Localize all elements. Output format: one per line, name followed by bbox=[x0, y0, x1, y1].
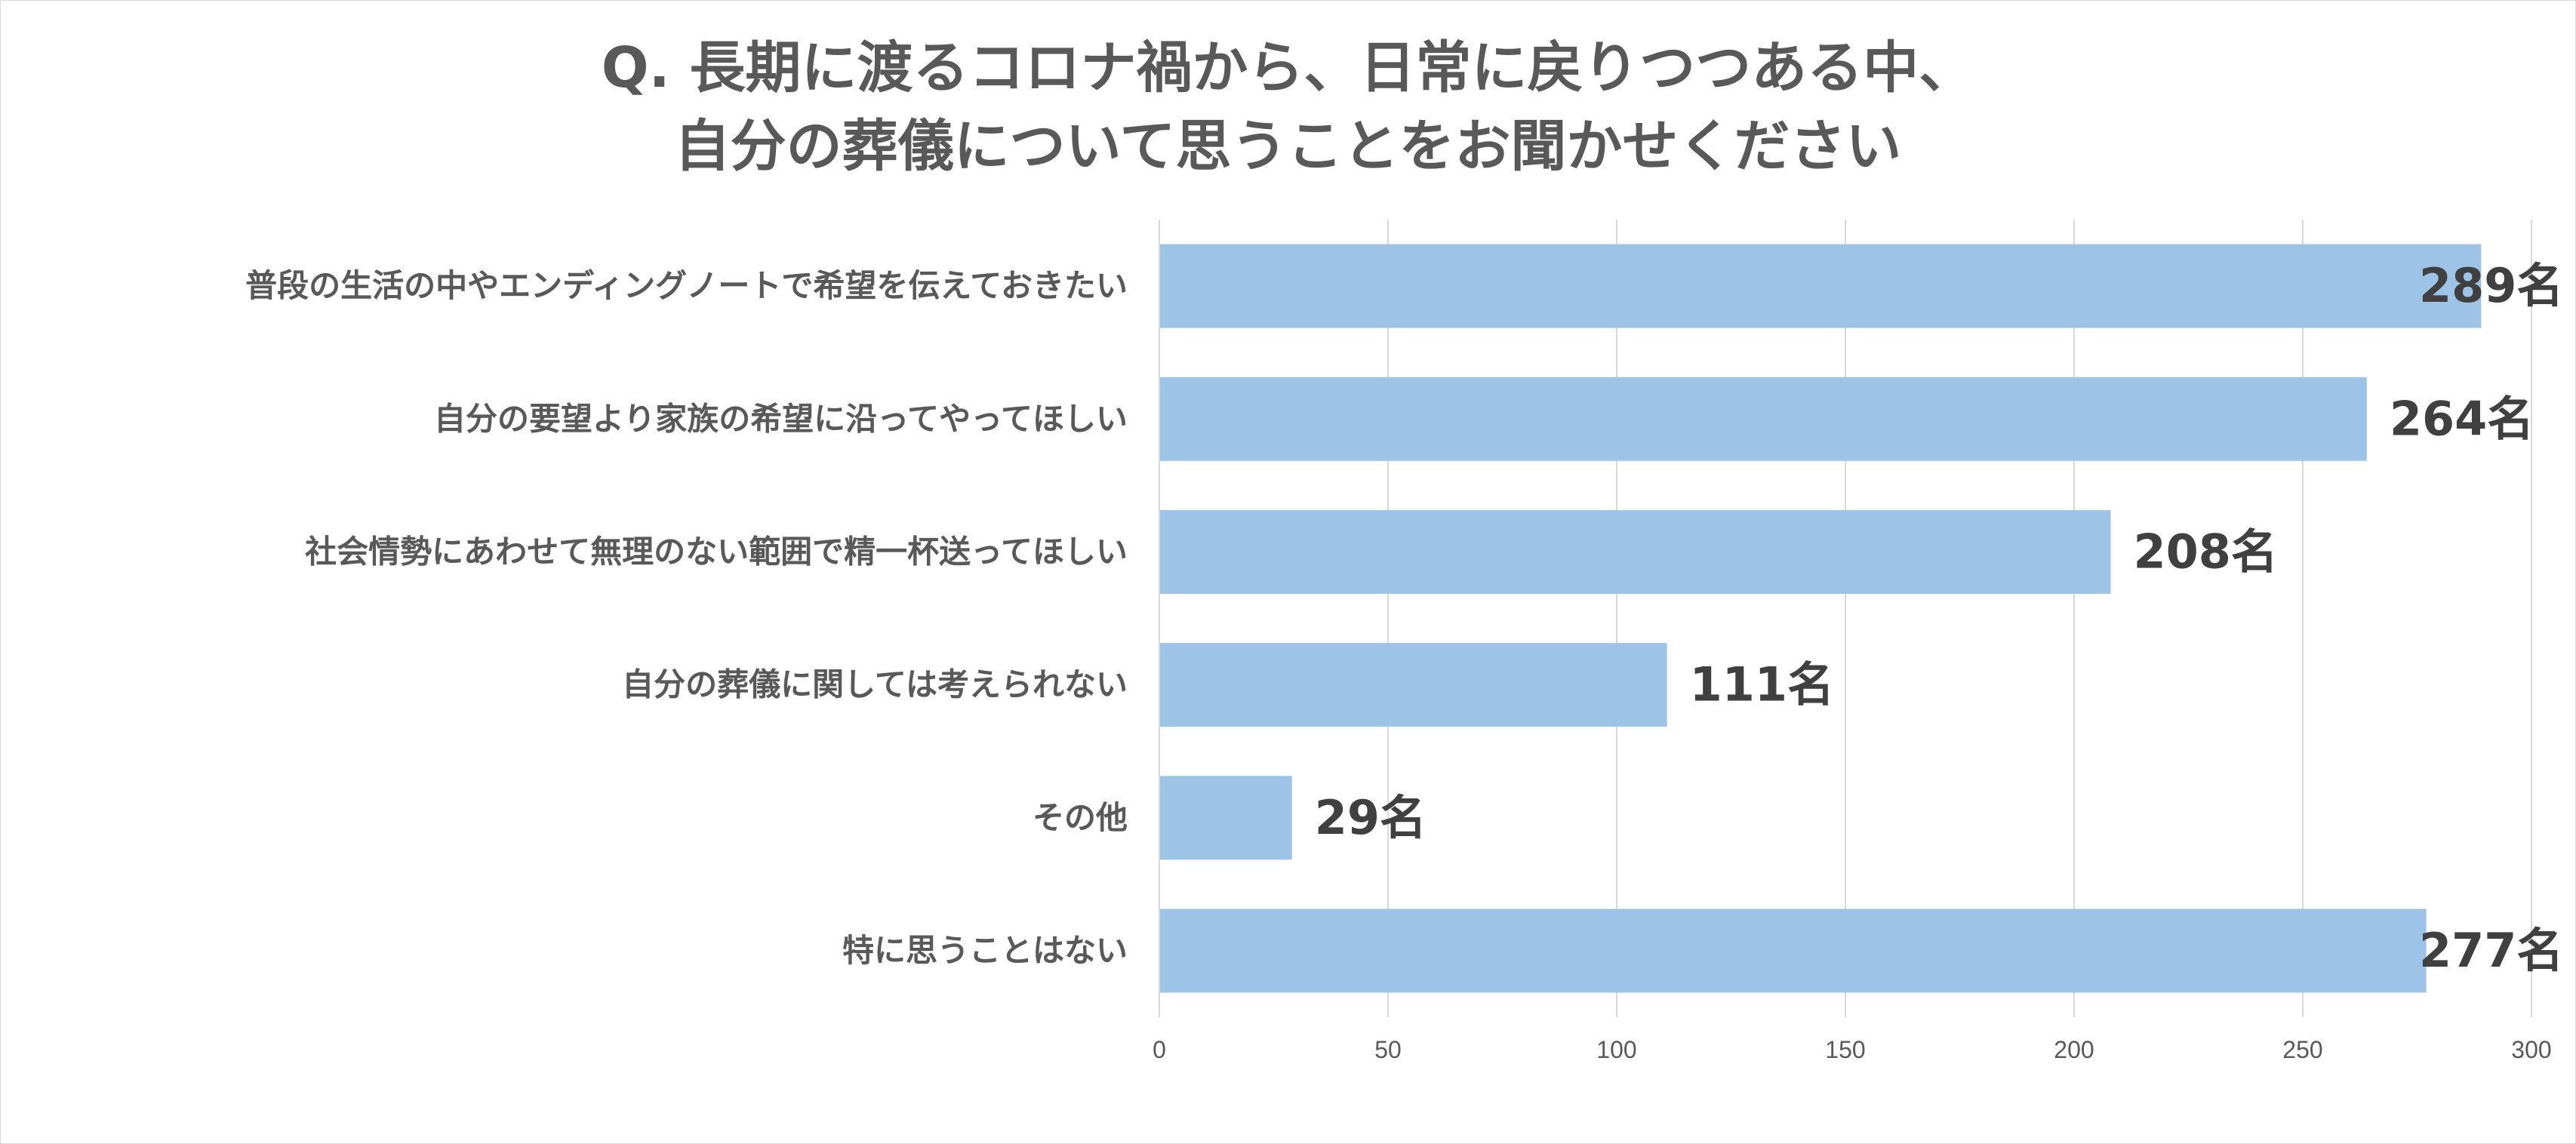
category-label: 特に思うことはない bbox=[842, 932, 1128, 969]
data-label: 289名 bbox=[2419, 258, 2563, 313]
bar bbox=[1159, 776, 1292, 860]
chart-title-line-1: Q. 長期に渡るコロナ禍から、日常に戻りつつある中、 bbox=[601, 35, 1975, 100]
data-label: 29名 bbox=[1315, 790, 1426, 845]
x-tick-label: 200 bbox=[2054, 1036, 2094, 1063]
x-tick-label: 100 bbox=[1596, 1036, 1636, 1063]
category-label: その他 bbox=[1033, 799, 1128, 836]
x-tick-label: 150 bbox=[1825, 1036, 1865, 1063]
x-tick-label: 0 bbox=[1153, 1036, 1166, 1063]
bar bbox=[1159, 643, 1667, 727]
x-tick-label: 50 bbox=[1374, 1036, 1402, 1063]
bar bbox=[1159, 244, 2482, 328]
x-tick-label: 250 bbox=[2282, 1036, 2322, 1063]
bar bbox=[1159, 377, 2367, 461]
data-label: 277名 bbox=[2419, 923, 2563, 978]
category-label: 自分の要望より家族の希望に沿ってやってほしい bbox=[434, 400, 1128, 437]
category-label: 自分の葬儀に関しては考えられない bbox=[622, 666, 1128, 703]
data-label: 111名 bbox=[1690, 657, 1834, 712]
chart-title: Q. 長期に渡るコロナ禍から、日常に戻りつつある中、 自分の葬儀について思うこと… bbox=[0, 29, 2576, 186]
category-label: 普段の生活の中やエンディングノートで希望を伝えておきたい bbox=[245, 267, 1128, 304]
bar bbox=[1159, 509, 2111, 594]
data-label: 208名 bbox=[2133, 524, 2277, 579]
chart-title-line-2: 自分の葬儀について思うことをお聞かせください bbox=[674, 114, 1902, 179]
x-tick-label: 300 bbox=[2511, 1036, 2551, 1063]
category-label: 社会情勢にあわせて無理のない範囲で精一杯送ってほしい bbox=[305, 533, 1128, 570]
data-label: 264名 bbox=[2390, 391, 2534, 446]
bar bbox=[1159, 909, 2427, 993]
